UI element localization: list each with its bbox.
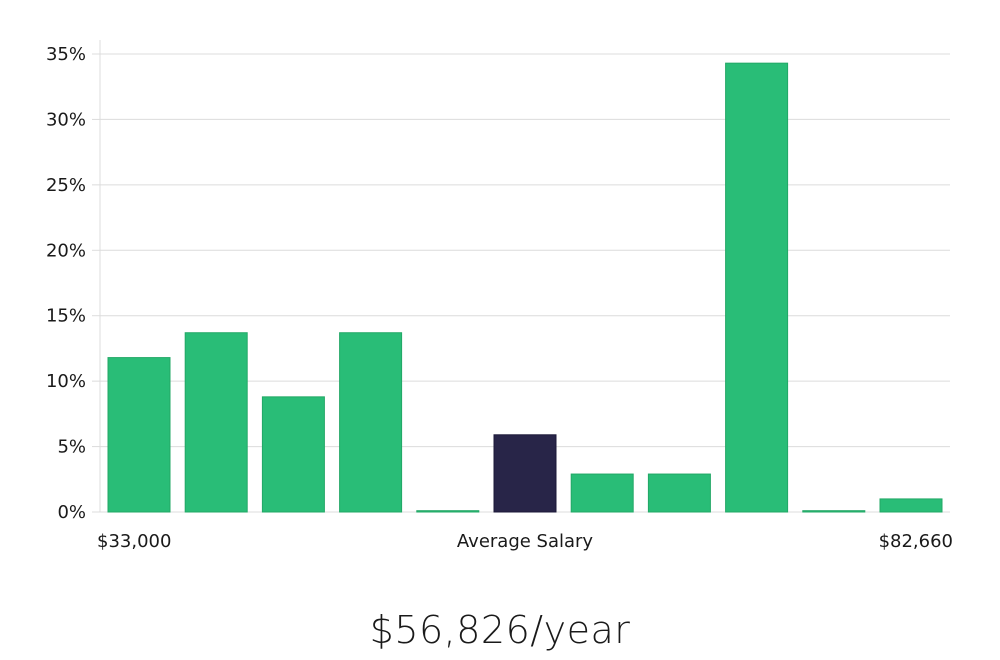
y-tick-label: 20%: [46, 240, 86, 261]
y-tick-label: 5%: [57, 437, 86, 458]
y-tick-label: 30%: [46, 109, 86, 130]
salary-histogram: 0% 5% 10% 15% 20% 25% 30% 35% $33,000 Average S…: [46, 40, 953, 552]
y-tick-label: 15%: [46, 306, 86, 327]
bars: [107, 62, 943, 513]
y-tick-label: 10%: [46, 371, 86, 392]
y-tick-label: 0%: [57, 502, 86, 523]
bar-5: [416, 510, 480, 513]
x-max-label: $82,660: [879, 531, 953, 552]
bar-2: [184, 332, 248, 513]
y-tick-label: 35%: [46, 44, 86, 65]
average-salary-value: $56,826/year: [369, 608, 631, 652]
bar-10: [802, 510, 866, 513]
bar-9: [725, 62, 789, 513]
bar-7: [570, 473, 634, 513]
y-axis-ticks: 0% 5% 10% 15% 20% 25% 30% 35%: [46, 44, 100, 523]
bar-4: [339, 332, 403, 513]
y-tick-label: 25%: [46, 175, 86, 196]
bar-11: [879, 498, 943, 513]
bar-average-salary: [493, 434, 557, 513]
bar-8: [647, 473, 711, 513]
x-min-label: $33,000: [97, 531, 171, 552]
bar-1: [107, 357, 171, 513]
x-center-label: Average Salary: [457, 531, 594, 552]
bar-3: [261, 396, 325, 513]
